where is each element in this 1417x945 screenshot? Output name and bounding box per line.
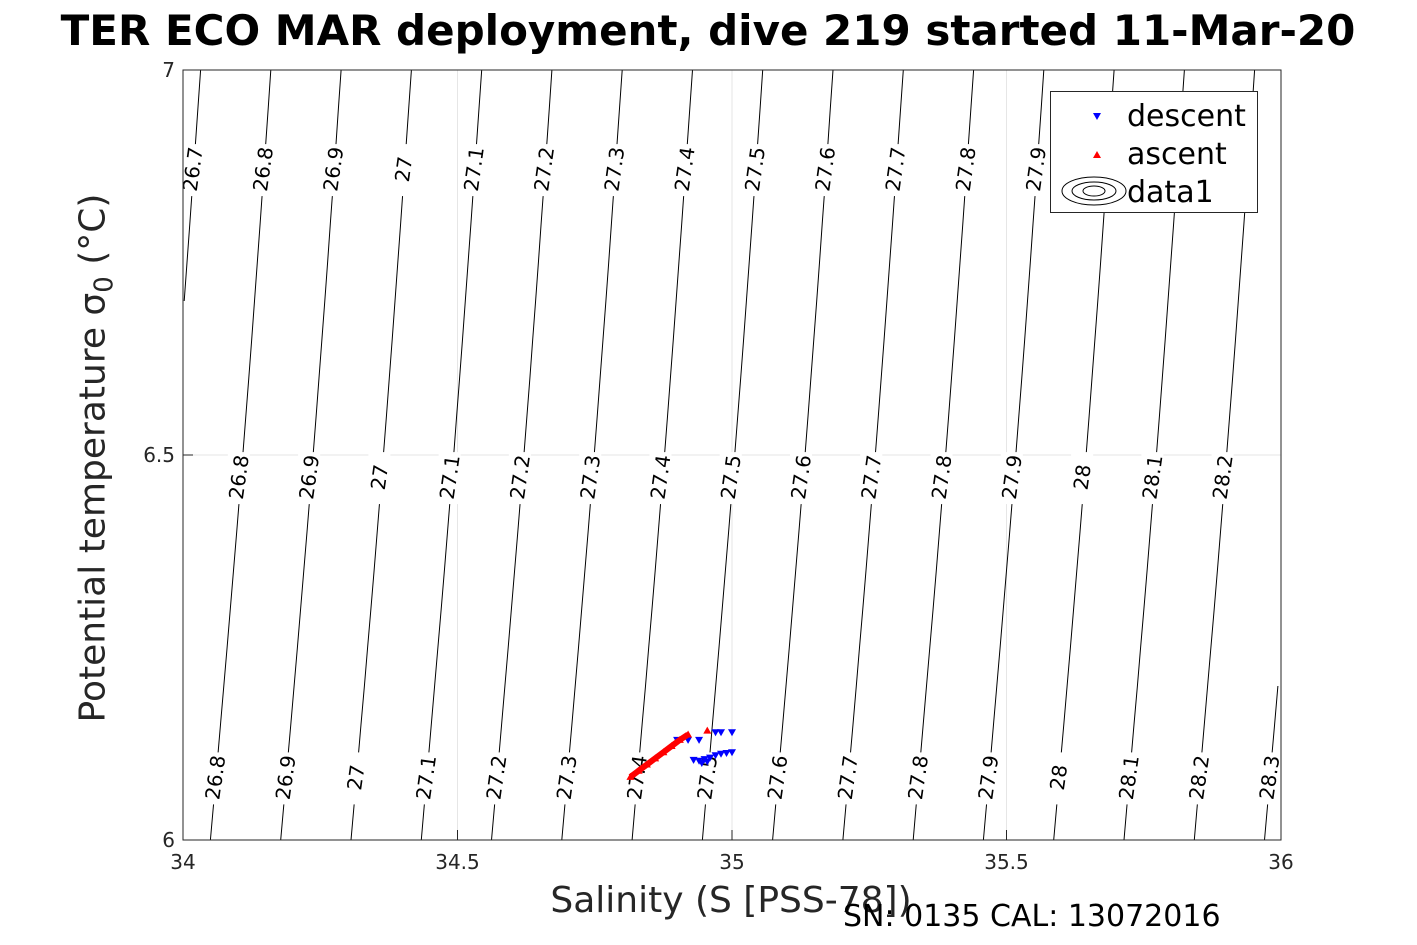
contour-label: 28 (1045, 763, 1072, 792)
legend-item-data1: data1 (1051, 172, 1259, 210)
contour-label-bg (814, 144, 837, 197)
contour-label-bg (884, 144, 907, 197)
contour-label-bg (204, 752, 227, 805)
legend-label-descent: descent (1127, 99, 1246, 134)
data-points (626, 726, 736, 780)
contour-label-bg (673, 144, 696, 197)
contour-label-bg (368, 452, 391, 505)
contour-label-bg (227, 452, 250, 505)
contour-label-bg (322, 144, 345, 197)
descent-point (703, 758, 712, 766)
contour-label-bg (579, 452, 602, 505)
descent-point (722, 749, 731, 757)
y-tick-label: 7 (162, 58, 175, 82)
contour-label-bg (743, 144, 766, 197)
contour-label-bg (415, 752, 438, 805)
contour-label-bg (1211, 452, 1234, 505)
contour-label-bg (344, 752, 367, 805)
contour-label-bg (1071, 452, 1094, 505)
contour-label-bg (790, 452, 813, 505)
descent-marker-icon (1093, 113, 1101, 120)
ascent-marker-icon (1093, 151, 1101, 158)
contour-label-bg (1117, 752, 1140, 805)
descent-point (689, 756, 698, 764)
contour-label-bg (766, 752, 789, 805)
contour-label-bg (274, 752, 297, 805)
contour-label-bg (907, 752, 930, 805)
legend: descent ascent data1 (1050, 91, 1258, 213)
contour-label-bg (462, 144, 485, 197)
axis-ticks: 34 34.5 35 35.5 36 6 6.5 7 (143, 58, 1294, 874)
contour-label-bg (1000, 452, 1023, 505)
contour-label: 27 (390, 155, 417, 184)
x-tick-label: 34 (170, 850, 195, 874)
contour-label-bg (298, 452, 321, 505)
y-tick-label: 6 (162, 828, 175, 852)
contour-label-bg (438, 452, 461, 505)
x-axis-label: Salinity (S [PSS-78]) (550, 880, 912, 921)
density-contours: 26.7 26.8 26.9 27 27.1 27.2 27.3 27.4 27.5 27.6 27… (178, 69, 1284, 841)
contour-icon (1061, 176, 1127, 206)
descent-point (717, 750, 726, 758)
contour-label-bg (555, 752, 578, 805)
descent-point (706, 754, 715, 762)
legend-label-ascent: ascent (1127, 137, 1227, 172)
y-axis-label-text: Potential temperature σ (72, 292, 114, 723)
contour-label-bg (1258, 752, 1281, 805)
descent-point (711, 729, 720, 737)
ascent-point (703, 726, 712, 734)
contour-label-bg (508, 452, 531, 505)
contour-label-bg (392, 144, 415, 197)
legend-label-data1: data1 (1127, 175, 1214, 210)
contour-label-bg (603, 144, 626, 197)
x-tick-label: 36 (1268, 850, 1293, 874)
y-axis-label: Potential temperature σ0 (°C) (72, 194, 119, 723)
contour-label: 27 (342, 763, 369, 792)
contour-label-bg (719, 452, 742, 505)
contour-label-bg (1024, 144, 1047, 197)
contour-label-bg (860, 452, 883, 505)
ascent-trail (628, 731, 690, 780)
descent-point (697, 760, 706, 767)
contour-label-bg (1188, 752, 1211, 805)
contour-label: 27 (366, 463, 393, 492)
x-tick-label: 35.5 (984, 850, 1029, 874)
contour-label-bg (977, 752, 1000, 805)
y-axis-label-subscript: 0 (89, 276, 120, 293)
contour-label-bg (1047, 752, 1070, 805)
contour-label-bg (533, 144, 556, 197)
x-tick-label: 34.5 (435, 850, 480, 874)
contour-label: 28 (1069, 463, 1096, 492)
serial-calibration-text: SN: 0135 CAL: 13072016 (843, 899, 1221, 934)
contour-label-bg (1141, 452, 1164, 505)
chart-title: TER ECO MAR deployment, dive 219 started… (60, 6, 1356, 55)
contour-label-bg (836, 752, 859, 805)
y-tick-label: 6.5 (143, 443, 175, 467)
contour-label-bg (181, 144, 204, 197)
x-tick-label: 35 (719, 850, 744, 874)
descent-point (711, 752, 720, 760)
contour-label-bg (485, 752, 508, 805)
descent-point (728, 749, 736, 757)
contour-label-bg (251, 144, 274, 197)
legend-item-descent: descent (1051, 96, 1259, 134)
descent-point (728, 729, 736, 737)
descent-point (717, 729, 726, 737)
contour-label-bg (930, 452, 953, 505)
contour-label-bg (649, 452, 672, 505)
contour-label-bg (954, 144, 977, 197)
descent-point (695, 736, 704, 744)
legend-item-ascent: ascent (1051, 134, 1259, 172)
y-axis-label-unit: (°C) (72, 193, 114, 277)
